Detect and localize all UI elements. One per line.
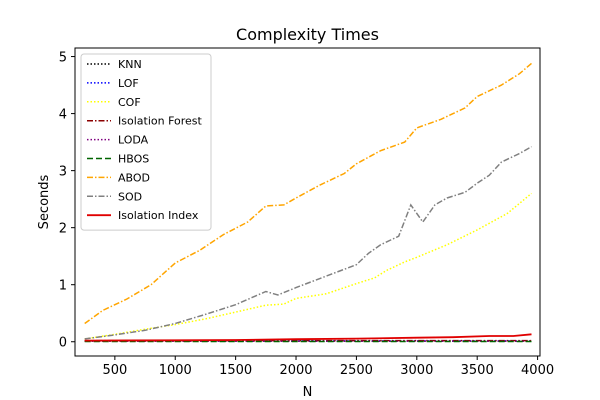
x-axis-label: N: [303, 385, 313, 400]
legend-entry: COF: [118, 96, 141, 109]
series-line-cof: [84, 192, 532, 340]
y-tick-label: 0: [59, 336, 67, 351]
x-tick-label: 2500: [340, 363, 373, 378]
y-tick-label: 3: [59, 165, 67, 180]
series-lines: [84, 62, 532, 343]
legend: KNN LOF COF Isolation Forest LODA HBOS ABOD SOD…: [80, 53, 212, 231]
y-axis-label: Seconds: [37, 174, 52, 229]
x-tick-label: 1500: [219, 363, 252, 378]
legend-entry: Isolation Index: [118, 209, 199, 222]
y-tick-label: 5: [59, 51, 67, 66]
y-tick-label: 4: [59, 108, 67, 123]
x-tick-label: 3500: [461, 363, 494, 378]
x-tick-label: 2000: [279, 363, 312, 378]
series-line-abod: [84, 62, 532, 325]
series-line-sod: [84, 146, 532, 340]
legend-entry: LODA: [118, 134, 149, 147]
legend-entry: ABOD: [118, 171, 150, 184]
x-tick-label: 4000: [521, 363, 554, 378]
y-tick-label: 1: [59, 279, 67, 294]
legend-entry: Isolation Forest: [118, 115, 203, 128]
y-tick-label: 2: [59, 222, 67, 237]
x-tick-label: 1000: [159, 363, 192, 378]
legend-entry: LOF: [118, 77, 139, 90]
x-tick-label: 500: [102, 363, 127, 378]
legend-entry: SOD: [118, 190, 142, 203]
legend-frame: [80, 53, 212, 231]
legend-entry: HBOS: [118, 153, 149, 166]
series-line-isolation-index: [84, 333, 532, 342]
x-tick-label: 3000: [400, 363, 433, 378]
axis-ticks: 500 1000 1500 2000 2500 3000 3500 4000 0 1 2 3 4 5: [59, 51, 554, 378]
legend-entry: KNN: [118, 58, 142, 71]
chart-title: Complexity Times: [236, 25, 379, 44]
